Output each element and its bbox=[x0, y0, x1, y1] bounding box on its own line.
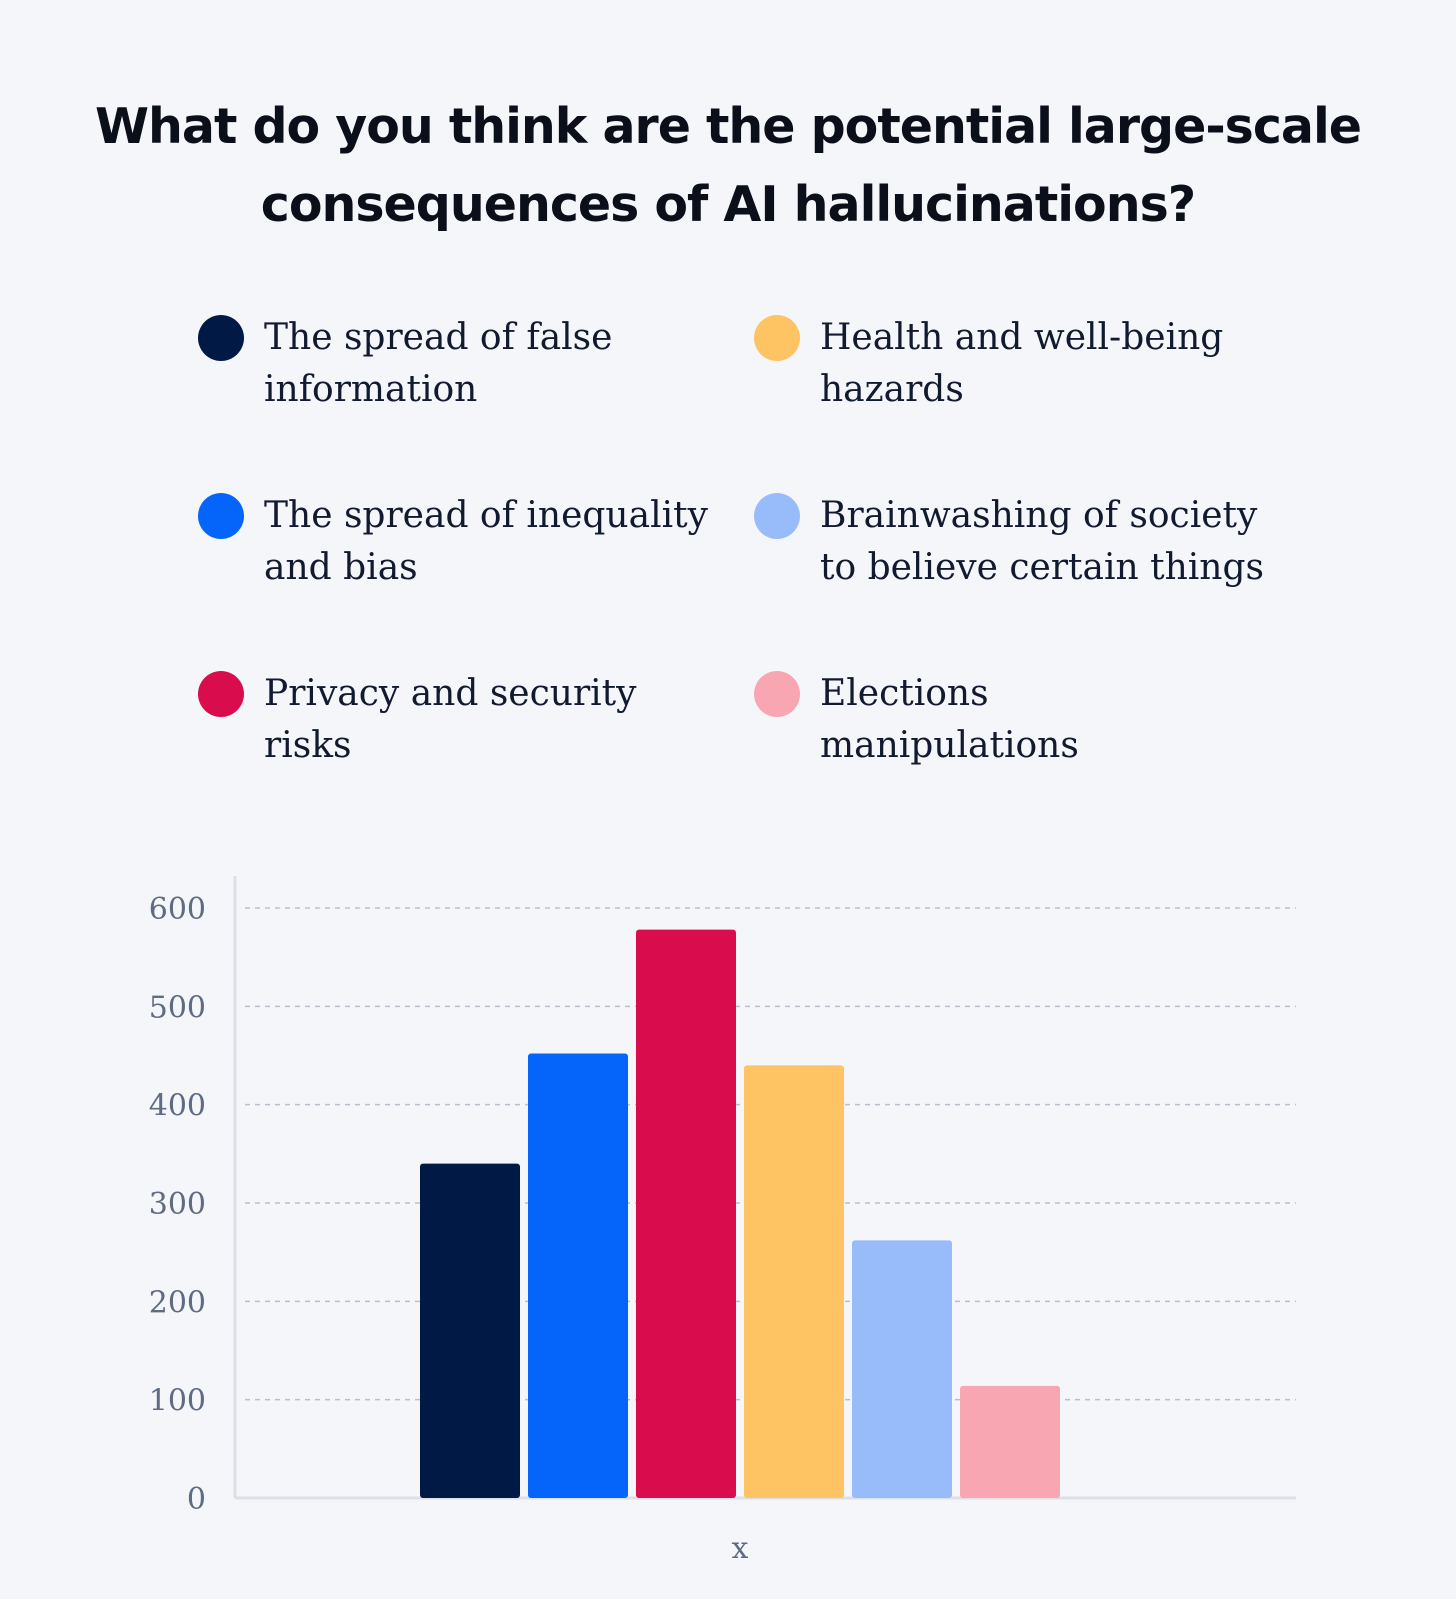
legend-item-health-hazards: Health and well-being hazards bbox=[754, 312, 1294, 490]
legend-swatch-false-information bbox=[198, 315, 244, 361]
legend-label-elections-line-2: manipulations bbox=[820, 725, 1079, 766]
bar-health-and-well-being-hazards bbox=[744, 1065, 844, 1498]
legend-item-false-information: The spread of false information bbox=[198, 312, 754, 490]
bar-chart: 0 100 200 300 400 500 600 x bbox=[149, 876, 1296, 1566]
y-tick-labels: 0 100 200 300 400 500 600 bbox=[149, 892, 206, 1517]
legend-label-health-hazards-line-2: hazards bbox=[820, 369, 964, 410]
bars bbox=[420, 929, 1060, 1498]
chart-title-line-2: consequences of AI hallucinations? bbox=[260, 176, 1196, 233]
legend-swatch-health-hazards bbox=[754, 315, 800, 361]
legend-label-inequality-bias-line-2: and bias bbox=[264, 547, 418, 588]
legend-item-elections: Elections manipulations bbox=[754, 668, 1294, 846]
legend-label-brainwashing-line-1: Brainwashing of society bbox=[820, 495, 1258, 536]
legend-swatch-brainwashing bbox=[754, 493, 800, 539]
legend-label-privacy-security-line-1: Privacy and security bbox=[264, 673, 637, 714]
y-tick-label-400: 400 bbox=[149, 1089, 206, 1124]
legend-label-privacy-security-line-2: risks bbox=[264, 725, 352, 766]
bar-brainwashing-of-society-to-believe-certain-things bbox=[852, 1240, 952, 1498]
y-tick-label-600: 600 bbox=[149, 892, 206, 927]
legend-label-health-hazards-line-1: Health and well-being bbox=[820, 317, 1224, 358]
legend-swatch-inequality-bias bbox=[198, 493, 244, 539]
legend-item-inequality-bias: The spread of inequality and bias bbox=[198, 490, 754, 668]
chart-title-line-1: What do you think are the potential larg… bbox=[95, 98, 1362, 155]
legend-swatch-elections bbox=[754, 671, 800, 717]
legend-item-brainwashing: Brainwashing of society to believe certa… bbox=[754, 490, 1294, 668]
legend: The spread of false information Health a… bbox=[198, 312, 1298, 846]
bar-the-spread-of-inequality-and-bias bbox=[528, 1053, 628, 1498]
bar-elections-manipulations bbox=[960, 1385, 1060, 1498]
legend-label-false-information-line-1: The spread of false bbox=[264, 317, 613, 358]
y-tick-label-0: 0 bbox=[187, 1482, 206, 1517]
legend-label-brainwashing-line-2: to believe certain things bbox=[820, 547, 1264, 588]
legend-label-false-information-line-2: information bbox=[264, 369, 478, 410]
chart-title: What do you think are the potential larg… bbox=[0, 88, 1456, 244]
x-axis-title: x bbox=[732, 1531, 749, 1566]
y-tick-label-500: 500 bbox=[149, 990, 206, 1025]
y-tick-label-100: 100 bbox=[149, 1384, 206, 1419]
legend-label-elections-line-1: Elections bbox=[820, 673, 989, 714]
bar-privacy-and-security-risks bbox=[636, 929, 736, 1498]
legend-label-inequality-bias-line-1: The spread of inequality bbox=[264, 495, 708, 536]
bar-the-spread-of-false-information bbox=[420, 1163, 520, 1498]
y-tick-label-200: 200 bbox=[149, 1285, 206, 1320]
legend-item-privacy-security: Privacy and security risks bbox=[198, 668, 754, 846]
legend-swatch-privacy-security bbox=[198, 671, 244, 717]
y-tick-label-300: 300 bbox=[149, 1187, 206, 1222]
